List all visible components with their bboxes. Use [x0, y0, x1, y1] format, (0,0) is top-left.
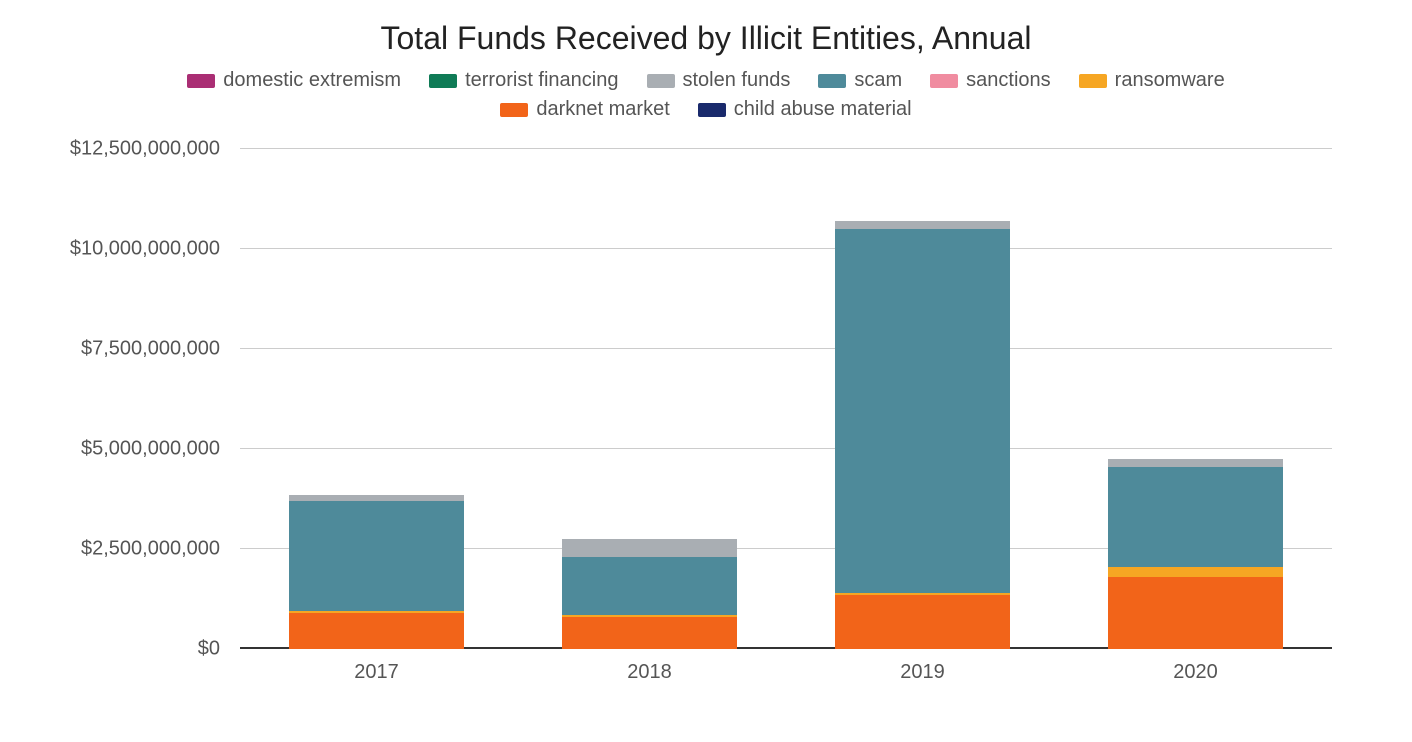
legend-swatch	[187, 74, 215, 88]
legend-label: ransomware	[1115, 69, 1225, 92]
y-axis-labels: $0$2,500,000,000$5,000,000,000$7,500,000…	[40, 149, 230, 649]
legend-label: child abuse material	[734, 98, 912, 121]
legend-swatch	[1079, 74, 1107, 88]
bar-segment-stolen-funds	[562, 539, 737, 557]
bar-segment-darknet-market	[562, 617, 737, 649]
legend-swatch	[698, 103, 726, 117]
legend-item-domestic-extremism: domestic extremism	[187, 69, 401, 92]
bar-segment-stolen-funds	[1108, 459, 1283, 467]
bar-segment-ransomware	[835, 593, 1010, 595]
legend-label: darknet market	[536, 98, 669, 121]
legend-item-scam: scam	[818, 69, 902, 92]
bar-2020	[1108, 149, 1283, 649]
legend-swatch	[930, 74, 958, 88]
chart-container: Total Funds Received by Illicit Entities…	[40, 20, 1372, 720]
legend-item-terrorist-financing: terrorist financing	[429, 69, 618, 92]
legend-label: scam	[854, 69, 902, 92]
bar-segment-stolen-funds	[835, 221, 1010, 229]
x-tick-label: 2017	[354, 661, 399, 684]
plot-area: $0$2,500,000,000$5,000,000,000$7,500,000…	[240, 149, 1332, 649]
legend-item-stolen-funds: stolen funds	[647, 69, 791, 92]
bar-2019	[835, 149, 1010, 649]
y-tick-label: $0	[198, 638, 220, 661]
bar-segment-ransomware	[562, 615, 737, 617]
bar-segment-scam	[562, 557, 737, 615]
chart-legend: domestic extremism terrorist financing sto…	[40, 69, 1372, 121]
legend-label: terrorist financing	[465, 69, 618, 92]
bar-2018	[562, 149, 737, 649]
bar-segment-darknet-market	[289, 613, 464, 649]
legend-swatch	[500, 103, 528, 117]
bar-segment-darknet-market	[835, 595, 1010, 649]
legend-item-sanctions: sanctions	[930, 69, 1051, 92]
legend-item-ransomware: ransomware	[1079, 69, 1225, 92]
legend-swatch	[818, 74, 846, 88]
bars-layer	[240, 149, 1332, 649]
bar-segment-ransomware	[289, 611, 464, 613]
legend-label: sanctions	[966, 69, 1051, 92]
legend-swatch	[647, 74, 675, 88]
legend-item-darknet-market: darknet market	[500, 98, 669, 121]
x-tick-label: 2019	[900, 661, 945, 684]
y-tick-label: $5,000,000,000	[81, 438, 220, 461]
bar-segment-stolen-funds	[289, 495, 464, 501]
bar-2017	[289, 149, 464, 649]
legend-label: stolen funds	[683, 69, 791, 92]
bar-segment-scam	[835, 229, 1010, 593]
bar-segment-ransomware	[1108, 567, 1283, 577]
bar-segment-scam	[1108, 467, 1283, 567]
x-tick-label: 2020	[1173, 661, 1218, 684]
bar-segment-darknet-market	[1108, 577, 1283, 649]
y-tick-label: $7,500,000,000	[81, 338, 220, 361]
y-tick-label: $10,000,000,000	[70, 238, 220, 261]
legend-label: domestic extremism	[223, 69, 401, 92]
y-tick-label: $2,500,000,000	[81, 538, 220, 561]
chart-title: Total Funds Received by Illicit Entities…	[40, 20, 1372, 57]
x-tick-label: 2018	[627, 661, 672, 684]
legend-swatch	[429, 74, 457, 88]
legend-item-child-abuse-material: child abuse material	[698, 98, 912, 121]
bar-segment-scam	[289, 501, 464, 611]
y-tick-label: $12,500,000,000	[70, 138, 220, 161]
